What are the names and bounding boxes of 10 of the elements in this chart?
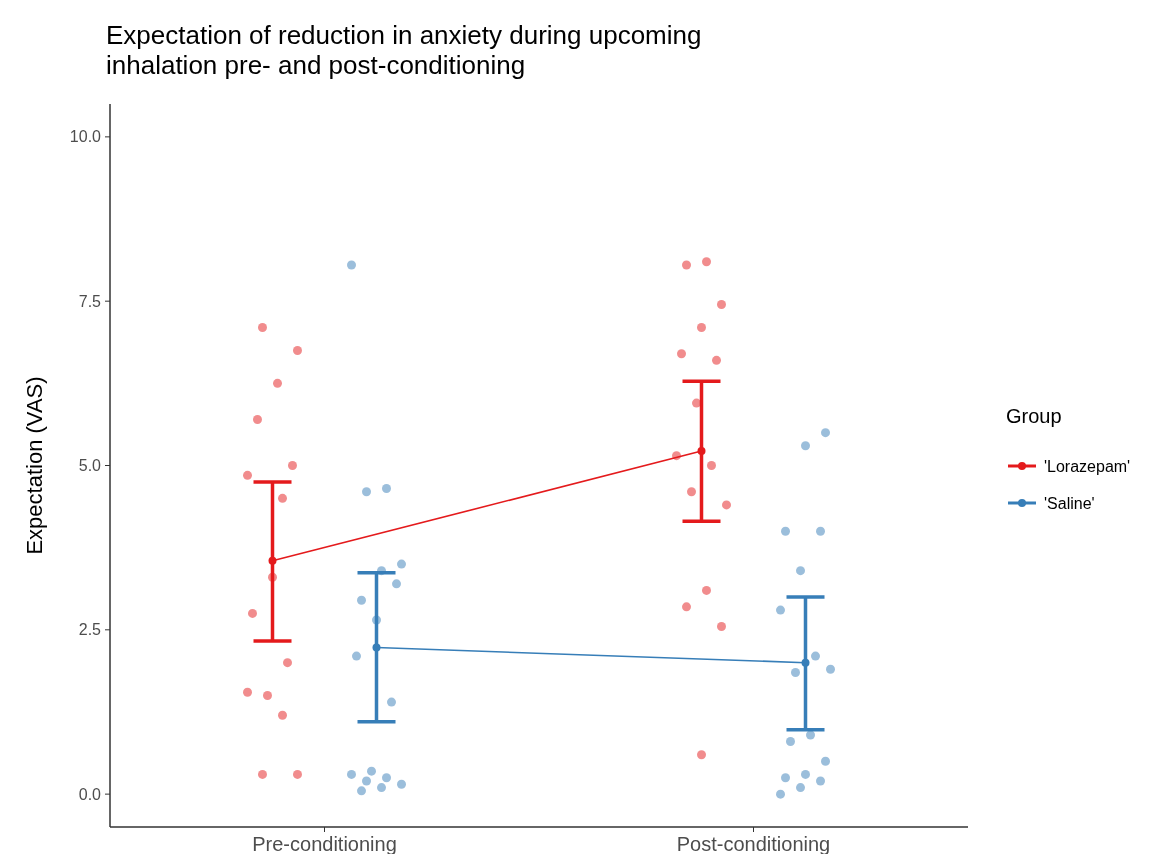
y-tick-label: 10.0: [69, 128, 102, 146]
y-tick-label: 0.0: [78, 785, 102, 803]
y-axis-title: Expectation (VAS): [22, 376, 47, 555]
chart-title: Expectation of reduction in anxiety during upcoming inhalation pre- and post-conditioning: [106, 20, 702, 80]
y-tick-label: 2.5: [78, 621, 102, 639]
legend-label: 'Lorazepam': [1044, 457, 1131, 475]
legend-title: Group: [1006, 405, 1062, 427]
y-tick-label: 5.0: [78, 457, 102, 475]
y-tick-label: 7.5: [78, 292, 102, 310]
legend-label: 'Saline': [1044, 494, 1095, 512]
